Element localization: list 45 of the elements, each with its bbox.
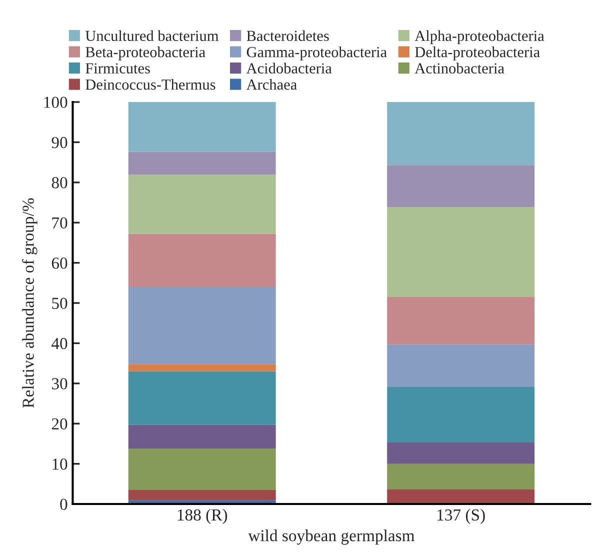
bar (128, 490, 276, 500)
y-tick-label: 70 (52, 217, 68, 229)
y-tick-label: 50 (52, 298, 68, 309)
y-tick-label: 80 (52, 177, 68, 188)
legend-label: Beta-proteobacteria (86, 46, 206, 60)
bar (387, 206, 535, 297)
x-axis-title: wild soybean germplasm (248, 530, 415, 545)
legend-label: Alpha-proteobacteria (414, 30, 544, 44)
legend-label: Acidobacteria (246, 62, 332, 74)
bar (387, 442, 535, 464)
legend-label: Delta-proteobacteria (415, 46, 540, 60)
legend-label: Archaea (246, 79, 297, 90)
legend-label: Deincoccus-Thermus (86, 79, 216, 90)
bar (128, 424, 276, 449)
legend-label: Firmicutes (86, 63, 150, 74)
bar (387, 490, 535, 504)
y-tick-label: 20 (52, 418, 68, 430)
y-tick-label: 60 (52, 258, 68, 269)
bar (128, 174, 276, 234)
bar (387, 387, 535, 443)
x-tick-label: 137 (S) (438, 508, 485, 524)
bar (128, 371, 276, 425)
bar (128, 364, 276, 372)
bar (128, 102, 276, 152)
legend-label: Gamma-proteobacteria (246, 46, 387, 60)
bar (387, 102, 535, 166)
bar (128, 286, 276, 364)
bar (387, 344, 535, 388)
legend-label: Uncultured bacterium (85, 30, 219, 42)
legend-label: Bacteroidetes (246, 30, 329, 42)
bar (128, 234, 276, 287)
y-axis-title: Relative abundance of group/% (22, 198, 38, 408)
bar (128, 448, 276, 490)
y-tick-label: 90 (52, 136, 68, 148)
y-tick-label: 40 (52, 338, 68, 350)
y-tick-label: 0 (60, 498, 68, 510)
x-tick-label: 188 (R) (178, 508, 228, 524)
legend-label: Actinobacteria (414, 62, 504, 74)
bar (387, 464, 535, 490)
y-tick-label: 30 (52, 378, 68, 390)
bar (387, 296, 535, 344)
y-tick-label: 100 (44, 96, 68, 108)
y-tick-label: 10 (52, 458, 68, 470)
bar (128, 152, 276, 175)
bar (387, 165, 535, 207)
